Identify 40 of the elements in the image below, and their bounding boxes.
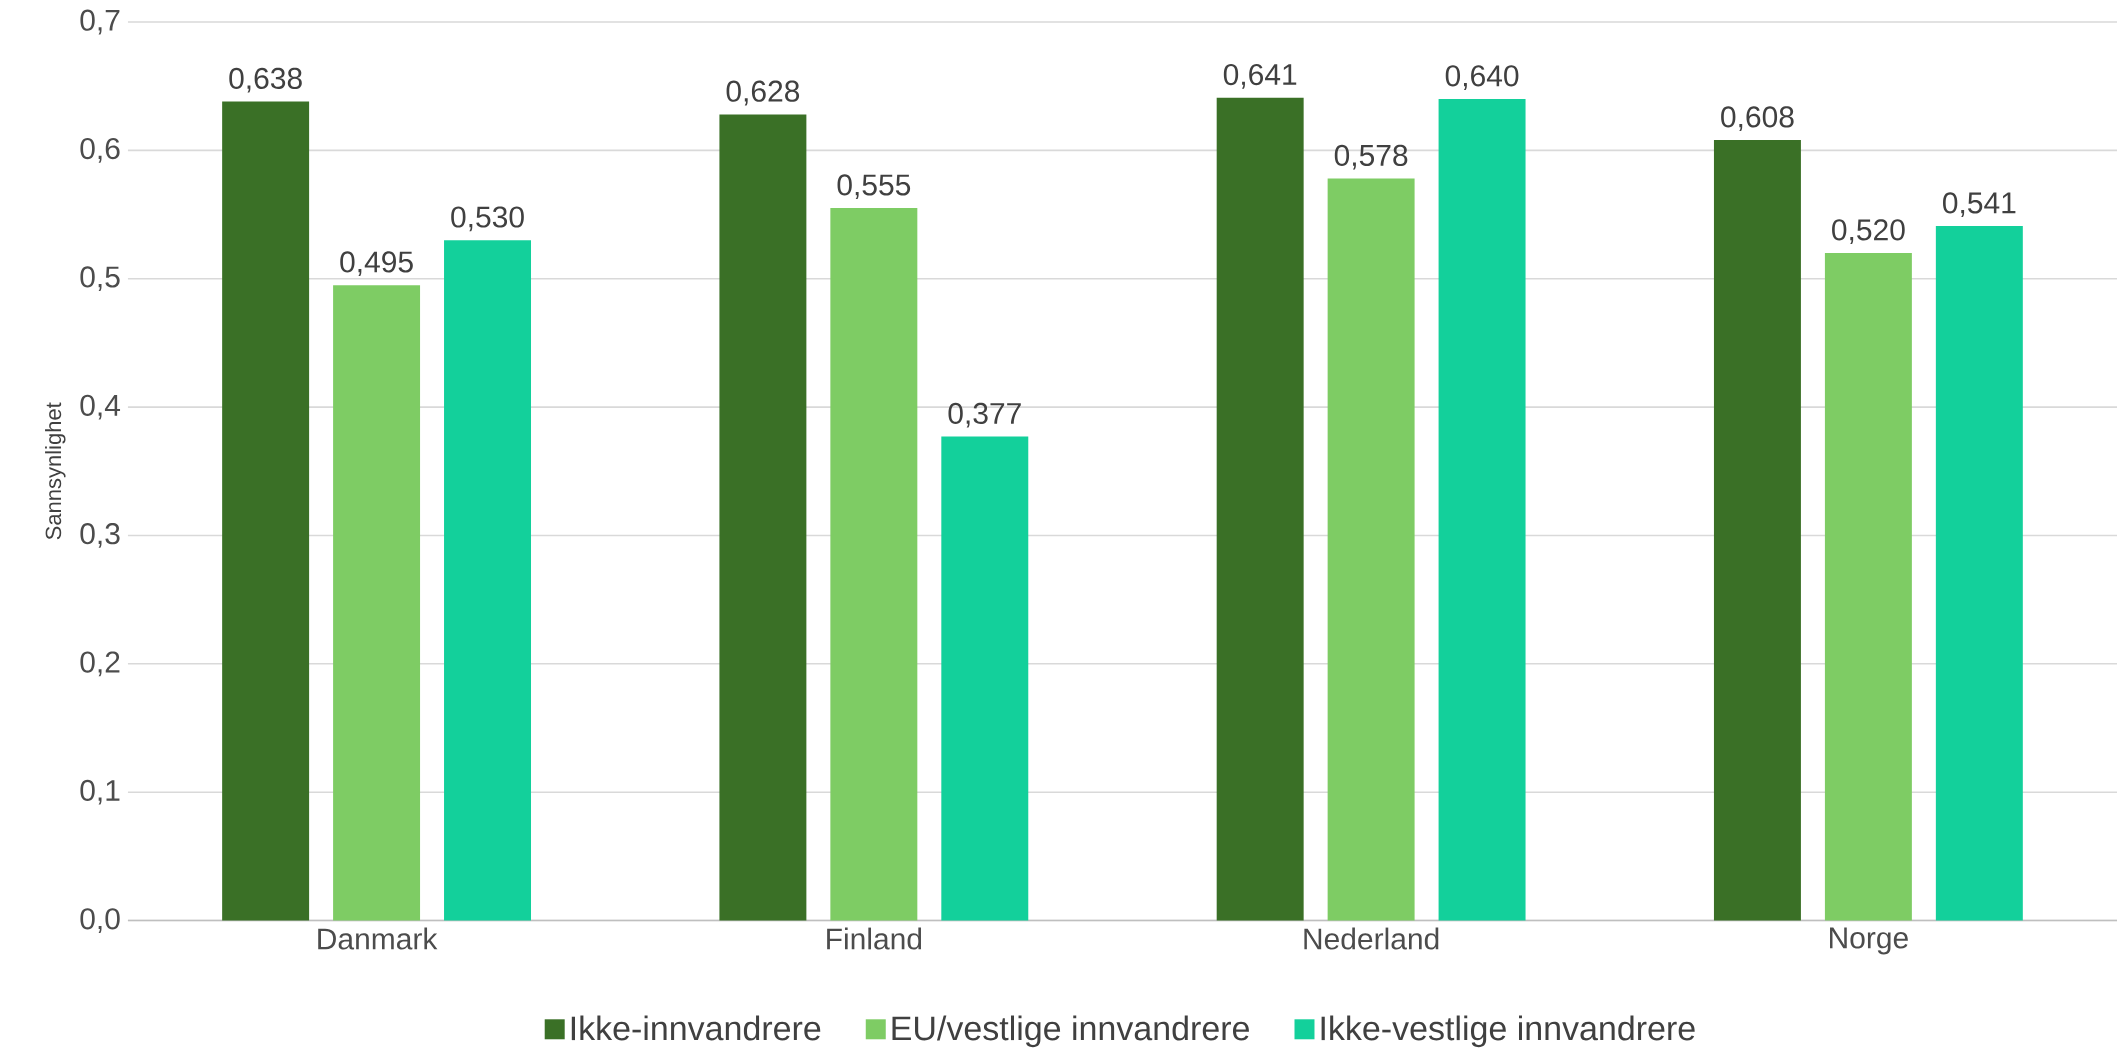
legend-label: Ikke-vestlige innvandrere: [1321, 1015, 1695, 1048]
bar: [333, 285, 421, 921]
data-label: 0,641: [1223, 64, 1297, 89]
y-tick-label: 0,6: [80, 138, 120, 163]
y-tick-label: 0,7: [80, 9, 120, 35]
data-label: 0,628: [726, 80, 800, 106]
data-label: 0,640: [1445, 65, 1519, 91]
bar: [222, 101, 310, 921]
bar: [1438, 99, 1526, 921]
bar: [1824, 253, 1912, 921]
bar: [1216, 97, 1304, 921]
data-label: 0,520: [1832, 219, 1905, 245]
y-tick-label: 0,4: [80, 394, 121, 420]
bar: [1935, 226, 2023, 921]
data-label: 0,555: [837, 174, 911, 200]
bar: [1713, 140, 1801, 921]
bar: [444, 240, 532, 921]
bar: [719, 114, 807, 921]
data-label: 0,530: [451, 206, 524, 232]
y-tick-label: 0,0: [80, 908, 120, 934]
data-label: 0,377: [948, 403, 1021, 428]
data-label: 0,578: [1334, 145, 1408, 170]
x-tick-label: Danmark: [318, 927, 438, 950]
data-label: 0,495: [340, 251, 413, 277]
y-tick-label: 0,1: [80, 780, 120, 805]
data-label: 0,541: [1943, 192, 2016, 218]
y-axis-title: Sannsynlighet: [45, 402, 66, 540]
legend-label: EU/vestlige innvandrere: [892, 1015, 1249, 1048]
bar: [941, 436, 1029, 921]
legend-label: Ikke-innvandrere: [571, 1015, 821, 1041]
bar: [1327, 178, 1415, 921]
x-tick-label: Norge: [1830, 927, 1908, 955]
x-tick-label: Finland: [827, 927, 922, 950]
y-tick-label: 0,3: [80, 523, 120, 549]
y-tick-label: 0,2: [80, 651, 120, 677]
data-label: 0,638: [229, 68, 302, 93]
y-tick-label: 0,5: [80, 266, 120, 292]
x-tick-label: Nederland: [1304, 927, 1439, 950]
data-label: 0,608: [1721, 106, 1794, 132]
bar: [830, 208, 918, 921]
